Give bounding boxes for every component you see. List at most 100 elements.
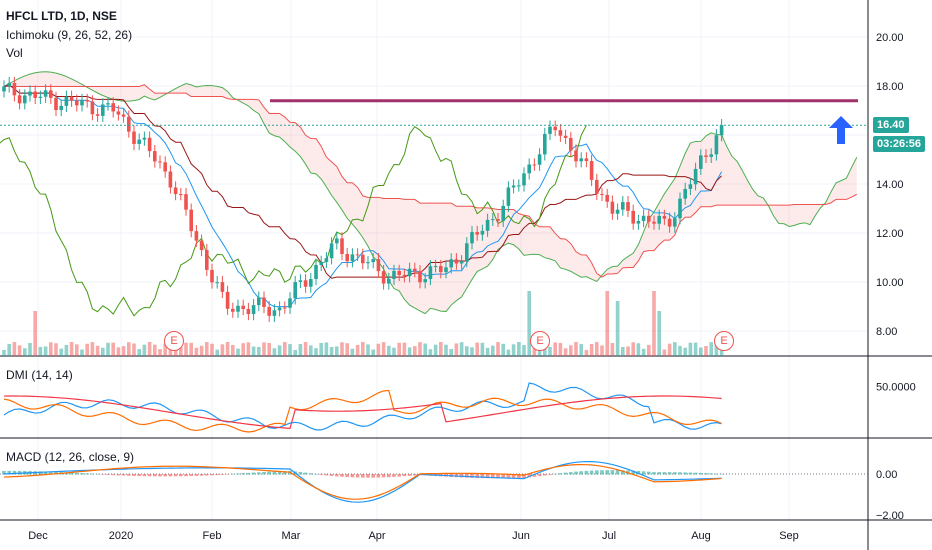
volume-bar xyxy=(49,342,53,356)
macd-histogram-bar xyxy=(657,472,661,475)
macd-histogram-bar xyxy=(366,474,370,478)
macd-legend[interactable]: MACD (12, 26, close, 9) xyxy=(6,450,135,464)
candle-body xyxy=(225,291,230,309)
volume-bar xyxy=(527,291,531,356)
macd-histogram-bar xyxy=(553,473,557,475)
candle-body xyxy=(361,254,365,264)
candle-body xyxy=(303,280,308,287)
macd-histogram-bar xyxy=(80,473,84,475)
volume-bar xyxy=(121,346,126,356)
volume-bar xyxy=(361,342,365,356)
macd-histogram-bar xyxy=(220,474,225,475)
macd-histogram-bar xyxy=(719,473,724,475)
candle-body xyxy=(54,97,58,111)
volume-bar xyxy=(184,342,188,356)
macd-histogram-bar xyxy=(371,474,375,478)
macd-histogram-bar xyxy=(121,474,126,476)
macd-histogram-bar xyxy=(85,473,89,475)
candle-body xyxy=(563,135,568,138)
candle-body xyxy=(23,95,27,104)
volume-bar xyxy=(106,342,110,356)
dmi-legend[interactable]: DMI (14, 14) xyxy=(6,368,73,382)
volume-bar xyxy=(407,347,412,356)
macd-histogram-bar xyxy=(517,474,521,479)
candle-body xyxy=(678,198,682,219)
candle-body xyxy=(407,268,412,277)
candle-body xyxy=(719,125,724,136)
macd-histogram-bar xyxy=(470,474,474,478)
volume-bar xyxy=(387,345,391,356)
volume-bar xyxy=(673,342,677,356)
price-tick-label: 10.00 xyxy=(876,277,904,289)
volume-bar xyxy=(647,344,651,356)
candle-body xyxy=(553,126,557,131)
macd-histogram-bar xyxy=(485,474,490,479)
candle-body xyxy=(392,270,396,279)
ichimoku-legend[interactable]: Ichimoku (9, 26, 52, 26) xyxy=(6,28,133,42)
candle-body xyxy=(480,230,485,235)
macd-histogram-bar xyxy=(704,473,708,475)
earnings-marker-2[interactable]: E xyxy=(530,331,550,351)
candle-body xyxy=(501,205,505,221)
candle-body xyxy=(95,114,100,116)
volume-bar xyxy=(522,345,526,356)
volume-bar xyxy=(433,344,438,356)
volume-bar xyxy=(153,344,157,356)
macd-histogram-bar xyxy=(548,474,552,475)
macd-histogram-bar xyxy=(205,474,209,476)
candle-body xyxy=(465,243,469,262)
volume-bar xyxy=(579,344,583,356)
volume-bar xyxy=(678,345,682,356)
volume-bar xyxy=(132,343,136,356)
volume-bar xyxy=(137,349,141,356)
earnings-marker-1[interactable]: E xyxy=(164,331,184,351)
macd-histogram-bar xyxy=(574,471,578,475)
macd-histogram-bar xyxy=(127,474,131,476)
macd-histogram-bar xyxy=(225,474,230,475)
candle-body xyxy=(652,221,656,224)
volume-bar xyxy=(288,344,292,356)
macd-histogram-bar xyxy=(75,472,79,475)
volume-bar xyxy=(459,342,464,356)
candle-body xyxy=(548,126,552,134)
kijun-line xyxy=(3,84,722,279)
macd-histogram-bar xyxy=(184,474,188,477)
candle-body xyxy=(7,83,11,87)
candle-body xyxy=(324,258,329,262)
symbol-title[interactable]: HFCL LTD, 1D, NSE xyxy=(6,9,117,23)
macd-histogram-bar xyxy=(714,473,719,475)
macd-histogram-bar xyxy=(335,474,339,477)
volume-legend[interactable]: Vol xyxy=(6,46,23,60)
candle-body xyxy=(693,168,698,185)
volume-bar xyxy=(303,342,308,356)
candle-body xyxy=(132,131,136,144)
volume-bar xyxy=(236,348,240,356)
macd-histogram-bar xyxy=(641,471,646,475)
macd-histogram-bar xyxy=(246,472,251,475)
macd-histogram-bar xyxy=(355,474,360,478)
signal-line xyxy=(3,463,722,500)
candle-body xyxy=(621,202,625,210)
candle-body xyxy=(168,171,173,188)
candle-body xyxy=(449,259,453,268)
macd-histogram-bar xyxy=(340,474,344,477)
candle-body xyxy=(491,219,495,221)
macd-histogram-bar xyxy=(350,474,355,478)
volume-bar xyxy=(251,346,256,356)
candle-body xyxy=(496,219,500,221)
volume-bar xyxy=(173,346,178,356)
candle-body xyxy=(43,90,48,97)
candle-body xyxy=(537,154,542,165)
macd-histogram-bar xyxy=(579,471,583,475)
volume-bar xyxy=(335,346,339,356)
candle-body xyxy=(236,305,240,312)
earnings-marker-3[interactable]: E xyxy=(714,331,734,351)
candle-body xyxy=(267,307,271,316)
volume-bar xyxy=(64,345,69,356)
volume-bar xyxy=(615,301,620,356)
volume-bar xyxy=(2,350,6,356)
volume-bar xyxy=(277,345,282,356)
candle-body xyxy=(688,184,693,189)
volume-bar xyxy=(402,342,407,356)
